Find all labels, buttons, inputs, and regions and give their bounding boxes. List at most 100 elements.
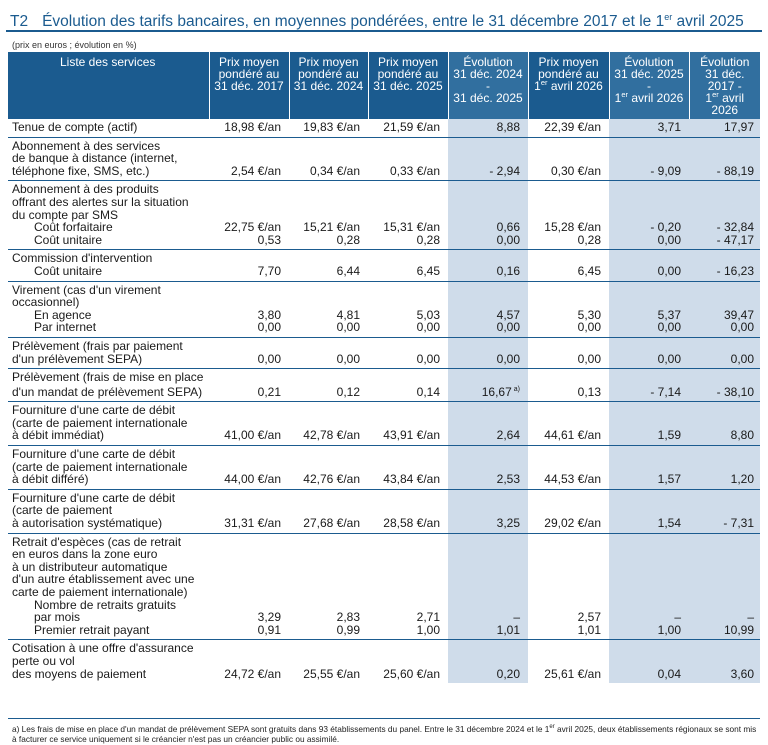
cell-value: 19,83 €/an — [303, 120, 360, 134]
cell-value: 0,34 €/an — [309, 163, 360, 178]
cell-col-3: 2,71 — [368, 611, 448, 624]
cell-col-2 — [289, 488, 368, 505]
cell-value: 6,45 — [416, 263, 440, 278]
table-row: Prélèvement (frais par paiement — [8, 336, 760, 353]
cell-col-4 — [448, 280, 528, 297]
cell-col-6 — [609, 249, 689, 265]
cell-value: - 47,17 — [716, 232, 754, 247]
cell-col-7 — [689, 280, 760, 297]
cell-col-6 — [609, 368, 689, 384]
cell-col-2 — [289, 561, 368, 574]
cell-col-4: 4,57 — [448, 308, 528, 322]
cell-col-2 — [289, 196, 368, 209]
cell-col-1: 41,00 €/an — [209, 429, 289, 445]
service-label: à débit immédiat) — [12, 428, 105, 443]
cell-value: 0,00 — [416, 351, 440, 366]
cell-value: 0,00 — [336, 351, 360, 366]
cell-value: 27,68 €/an — [303, 516, 360, 531]
table-row: du compte par SMS — [8, 207, 760, 222]
cell-col-2: 0,00 — [289, 321, 368, 337]
cell-col-4 — [448, 208, 528, 222]
cell-value: 0,00 — [496, 232, 520, 247]
cell-col-7 — [689, 445, 760, 461]
cell-col-3: 43,91 €/an — [368, 429, 448, 445]
cell-col-7: - 88,19 — [689, 164, 760, 181]
table-row: Premier retrait payant 0,91 0,99 1,00 1,01 1,… — [8, 622, 760, 640]
cell-value: 3,71 — [657, 120, 681, 134]
cell-col-6: 1,54 — [609, 517, 689, 534]
service-label: occasionnel) — [12, 295, 80, 310]
service-label: Virement (cas d'un virement — [8, 280, 209, 297]
cell-col-5: 0,00 — [528, 321, 609, 337]
cell-col-7 — [689, 488, 760, 505]
cell-col-1: 18,98 €/an — [209, 119, 289, 137]
cell-col-5: 29,02 €/an — [528, 517, 609, 533]
service-label: offrant des alertes sur la situation — [12, 194, 189, 209]
cell-col-2: 0,00 — [289, 351, 368, 369]
service-label: Coût unitaire — [34, 263, 103, 278]
cell-col-3 — [368, 136, 448, 153]
service-label: Premier retrait payant — [34, 622, 150, 637]
cell-col-5 — [528, 548, 609, 561]
cell-col-4: - 2,94 — [448, 163, 528, 181]
service-label: Coût unitaire — [34, 232, 103, 247]
cell-value: 16,67 — [481, 384, 512, 399]
cell-col-7 — [689, 460, 760, 474]
cell-value: 0,04 — [657, 666, 681, 681]
table-row: de banque à distance (internet, — [8, 152, 760, 165]
cell-col-2 — [289, 445, 368, 461]
table-row: Cotisation à une offre d'assurance — [8, 639, 760, 655]
cell-col-2: 0,28 — [289, 233, 368, 250]
cell-value: 0,14 — [416, 384, 440, 399]
service-label: Cotisation à une offre d'assurance — [8, 639, 209, 655]
service-label: en euros dans la zone euro — [12, 547, 158, 562]
cell-col-6: 3,71 — [609, 119, 689, 138]
cell-col-5: 44,61 €/an — [528, 429, 609, 445]
service-label: Retrait d'espèces (cas de retrait — [8, 532, 209, 549]
cell-value: 3,29 — [257, 610, 281, 625]
cell-value: 42,78 €/an — [303, 428, 360, 443]
cell-col-1: 0,00 — [209, 352, 289, 369]
cell-value: 8,88 — [496, 120, 520, 134]
cell-col-6: - 7,14 — [609, 383, 689, 402]
cell-col-2 — [289, 401, 368, 417]
service-label: d'un prélèvement SEPA) — [12, 351, 143, 366]
cell-value: 22,75 €/an — [224, 220, 281, 235]
table-title: T2 Évolution des tarifs bancaires, en moy… — [6, 4, 762, 32]
cell-col-5 — [528, 336, 609, 353]
cell-col-2 — [289, 548, 368, 561]
cell-value: 3,80 — [257, 307, 281, 322]
table-row: Coût unitaire 7,70 6,44 6,45 0,16 6,45 0,00 - 1… — [8, 263, 760, 282]
cell-col-3: 28,58 €/an — [368, 517, 448, 533]
cell-col-3 — [368, 401, 448, 417]
cell-col-2 — [289, 586, 368, 599]
service-label: du compte par SMS — [12, 207, 119, 222]
cell-value: 43,91 €/an — [383, 428, 440, 443]
cell-col-1: 2,54 €/an — [209, 164, 289, 181]
cell-col-2: 6,44 — [289, 265, 368, 281]
cell-col-2 — [289, 639, 368, 655]
cell-col-1 — [209, 488, 289, 505]
cell-col-6: - 0,20 — [609, 221, 689, 234]
cell-col-7 — [689, 180, 760, 196]
table-row: offrant des alertes sur la situation — [8, 196, 760, 209]
cell-col-6 — [609, 532, 689, 549]
cell-value: 0,16 — [496, 263, 520, 278]
cell-col-3 — [368, 196, 448, 209]
service-label: (carte de paiement internationale — [12, 415, 188, 430]
table-row: téléphone fixe, SMS, etc.) 2,54 €/an 0,34 … — [8, 163, 760, 181]
table-row: Commission d'intervention — [8, 249, 760, 265]
cell-col-5 — [528, 280, 609, 297]
cell-value: – — [747, 610, 754, 625]
cell-col-3: 0,00 — [368, 321, 448, 337]
cell-col-4: 2,64 — [448, 429, 528, 446]
table-row: Fourniture d'une carte de débit — [8, 401, 760, 417]
cell-col-1 — [209, 180, 289, 196]
cell-value: - 2,94 — [489, 163, 520, 178]
cell-col-7 — [689, 598, 760, 612]
cell-col-7: 39,47 — [689, 308, 760, 322]
cell-col-1: 0,53 — [209, 233, 289, 250]
cell-value: 0,28 — [416, 232, 440, 247]
cell-col-5: 25,61 €/an — [528, 667, 609, 684]
cell-value: 6,44 — [336, 263, 360, 278]
